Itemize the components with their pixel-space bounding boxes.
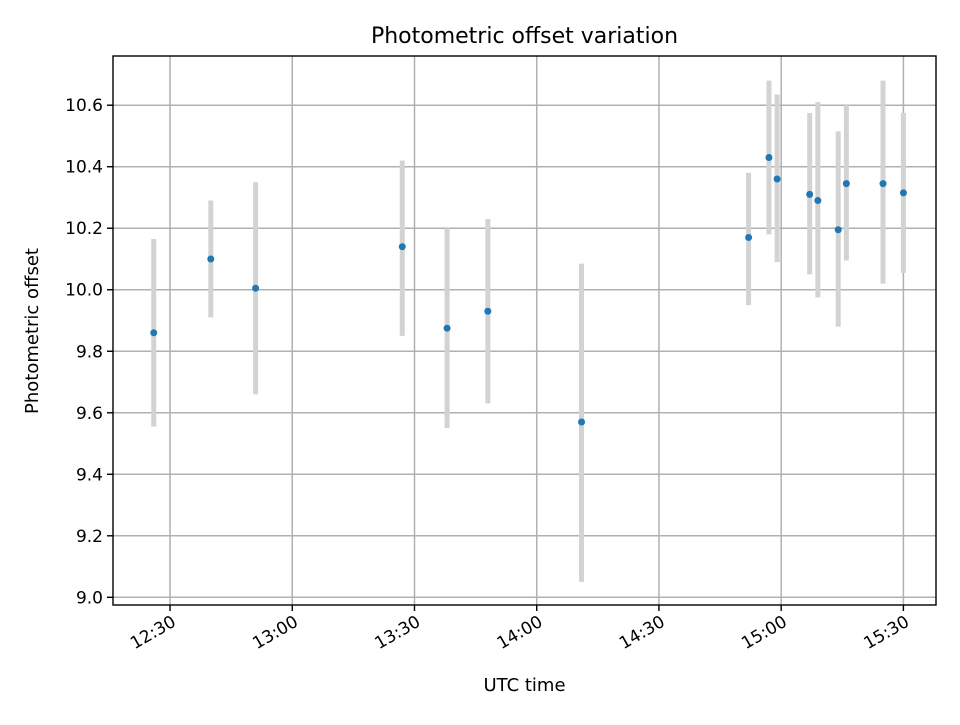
data-point bbox=[814, 197, 822, 205]
x-tick-label: 14:00 bbox=[494, 612, 546, 654]
x-tick-label: 14:30 bbox=[616, 612, 668, 654]
data-point bbox=[745, 233, 753, 241]
chart-title: Photometric offset variation bbox=[371, 24, 678, 49]
x-tick-label: 15:00 bbox=[738, 612, 790, 654]
y-tick-label: 9.4 bbox=[76, 465, 103, 485]
data-point bbox=[443, 324, 451, 332]
y-tick-label: 10.6 bbox=[65, 96, 103, 116]
y-tick-label: 9.6 bbox=[76, 404, 103, 424]
y-tick-label: 9.8 bbox=[76, 342, 103, 362]
y-tick-label: 10.2 bbox=[65, 219, 103, 239]
plot-frame bbox=[112, 55, 937, 606]
error-bars bbox=[151, 80, 906, 582]
y-tick-label: 10.4 bbox=[65, 158, 103, 178]
data-point bbox=[252, 284, 260, 292]
grid bbox=[113, 56, 936, 605]
x-tick-label: 12:30 bbox=[127, 612, 179, 654]
data-point bbox=[207, 255, 215, 263]
x-tick-label: 13:30 bbox=[372, 612, 424, 654]
data-point bbox=[899, 189, 907, 197]
y-tick-label: 9.2 bbox=[76, 527, 103, 547]
data-point bbox=[398, 243, 406, 251]
data-point bbox=[150, 329, 158, 337]
y-tick-label: 9.0 bbox=[76, 588, 103, 608]
y-axis-label: Photometric offset bbox=[22, 248, 43, 414]
x-tick-label: 15:30 bbox=[860, 612, 912, 654]
data-point bbox=[578, 418, 586, 426]
data-point bbox=[842, 180, 850, 188]
data-point bbox=[773, 175, 781, 183]
x-axis-label: UTC time bbox=[483, 675, 565, 696]
x-tick-label: 13:00 bbox=[249, 612, 301, 654]
data-point bbox=[806, 190, 814, 198]
y-tick-label: 10.0 bbox=[65, 281, 103, 301]
data-point bbox=[765, 153, 773, 161]
data-point bbox=[879, 180, 887, 188]
data-point bbox=[484, 307, 492, 315]
data-points bbox=[150, 153, 907, 426]
data-point bbox=[834, 226, 842, 234]
